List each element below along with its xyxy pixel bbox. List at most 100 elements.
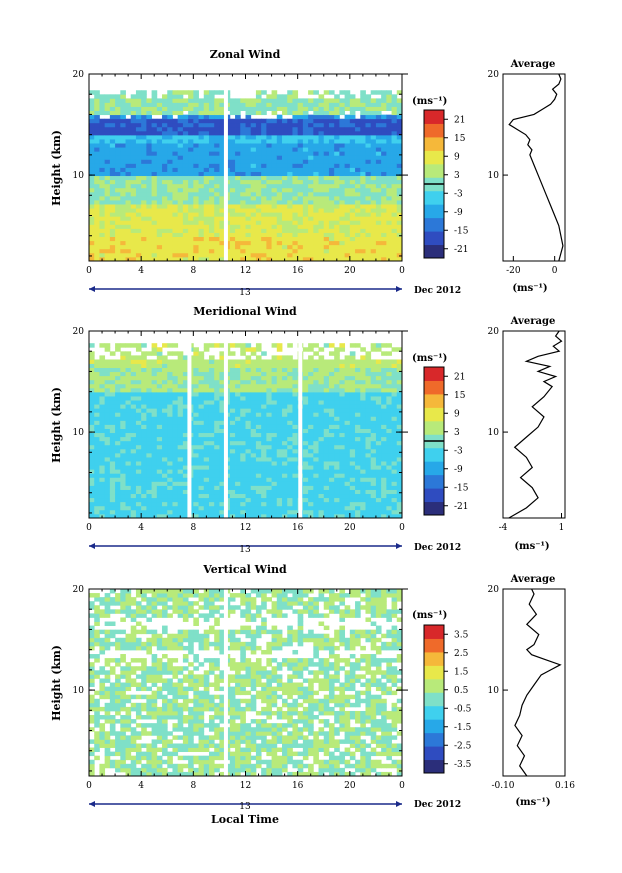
- heatmap-cell: [240, 98, 246, 103]
- heatmap-cell: [167, 143, 173, 148]
- heatmap-cell: [214, 367, 220, 373]
- heatmap-cell: [104, 432, 111, 438]
- heatmap-cell: [219, 204, 226, 209]
- heatmap-cell: [130, 236, 137, 242]
- heatmap-cell: [250, 367, 257, 373]
- heatmap-cell: [381, 481, 387, 486]
- heatmap-cell: [162, 452, 168, 458]
- heatmap-cell: [339, 195, 346, 201]
- heatmap-cell: [198, 509, 205, 515]
- heatmap-cell: [349, 513, 356, 519]
- heatmap-cell: [334, 232, 340, 238]
- heatmap-cell: [214, 343, 220, 348]
- heatmap-cell: [344, 452, 351, 458]
- heatmap-cell: [292, 191, 299, 197]
- heatmap-cell: [386, 509, 392, 515]
- heatmap-cell: [235, 509, 241, 515]
- heatmap-cell: [99, 248, 106, 254]
- heatmap-cell: [334, 143, 340, 148]
- heatmap-cell: [370, 343, 377, 348]
- heatmap-cell: [349, 473, 356, 478]
- heatmap-cell: [130, 440, 137, 446]
- heatmap-cell: [386, 195, 392, 201]
- heatmap-cell: [396, 134, 403, 140]
- heatmap-cell: [229, 102, 236, 107]
- heatmap-cell: [156, 432, 163, 438]
- heatmap-cell: [182, 391, 189, 397]
- heatmap-cell: [198, 440, 205, 446]
- heatmap-cell: [349, 501, 356, 507]
- heatmap-cell: [245, 481, 252, 486]
- heatmap-cell: [386, 236, 392, 242]
- heatmap-cell: [271, 204, 278, 209]
- heatmap-cell: [99, 159, 106, 164]
- heatmap-cell: [115, 420, 121, 425]
- heatmap-cell: [313, 216, 319, 221]
- heatmap-cell: [198, 383, 205, 389]
- heatmap-cell: [313, 236, 319, 242]
- heatmap-cell: [349, 343, 356, 348]
- heatmap-cell: [302, 155, 309, 160]
- heatmap-cell: [89, 493, 95, 499]
- heatmap-cell: [292, 383, 299, 389]
- heatmap-cell: [182, 200, 189, 205]
- heatmap-cell: [229, 501, 236, 507]
- heatmap-cell: [334, 351, 340, 356]
- heatmap-cell: [214, 118, 220, 124]
- heatmap-cell: [229, 489, 236, 495]
- heatmap-cell: [360, 171, 366, 177]
- heatmap-cell: [297, 244, 304, 250]
- heatmap-cell: [308, 396, 314, 401]
- average-y-tick-label: 20: [488, 70, 500, 80]
- heatmap-cell: [151, 461, 158, 466]
- meridional-wind-heatmap: [89, 331, 403, 519]
- heatmap-cell: [125, 171, 132, 177]
- heatmap-cell: [339, 147, 346, 152]
- heatmap-cell: [135, 236, 142, 242]
- heatmap-cell: [167, 505, 173, 511]
- heatmap-cell: [104, 220, 111, 225]
- heatmap-cell: [255, 408, 262, 413]
- heatmap-cell: [297, 122, 304, 128]
- heatmap-cell: [292, 400, 299, 405]
- heatmap-cell: [235, 204, 241, 209]
- heatmap-cell: [266, 147, 272, 152]
- heatmap-cell: [313, 155, 319, 160]
- heatmap-cell: [151, 134, 158, 140]
- heatmap-cell: [219, 256, 226, 262]
- heatmap-cell: [302, 118, 309, 124]
- heatmap-cell: [261, 106, 267, 111]
- heatmap-cell: [276, 383, 283, 389]
- heatmap-cell: [172, 256, 179, 262]
- heatmap-cell: [396, 114, 403, 120]
- heatmap-cell: [355, 428, 361, 434]
- heatmap-cell: [375, 457, 382, 462]
- heatmap-cell: [203, 232, 210, 238]
- heatmap-cell: [313, 452, 319, 458]
- colorbar-tick-label: -9: [454, 208, 463, 218]
- heatmap-cell: [109, 147, 116, 152]
- heatmap-cell: [370, 90, 377, 95]
- heatmap-cell: [182, 379, 189, 385]
- heatmap-cell: [282, 505, 288, 511]
- heatmap-cell: [386, 396, 392, 401]
- y-axis-label: Height (km): [50, 130, 63, 206]
- heatmap-cell: [381, 191, 387, 197]
- heatmap-cell: [214, 114, 220, 120]
- heatmap-cell: [349, 212, 356, 217]
- heatmap-cell: [198, 175, 205, 181]
- heatmap-cell: [339, 212, 346, 217]
- heatmap-cell: [177, 452, 184, 458]
- heatmap-cell: [386, 461, 392, 466]
- heatmap-cell: [276, 236, 283, 242]
- heatmap-cell: [271, 420, 278, 425]
- heatmap-cell: [360, 379, 366, 385]
- heatmap-cell: [245, 228, 252, 233]
- heatmap-cell: [339, 444, 346, 450]
- heatmap-cell: [344, 367, 351, 373]
- heatmap-cell: [130, 505, 137, 511]
- heatmap-cell: [172, 391, 179, 397]
- heatmap-cell: [208, 167, 215, 172]
- heatmap-cell: [198, 134, 205, 140]
- heatmap-cell: [365, 102, 372, 107]
